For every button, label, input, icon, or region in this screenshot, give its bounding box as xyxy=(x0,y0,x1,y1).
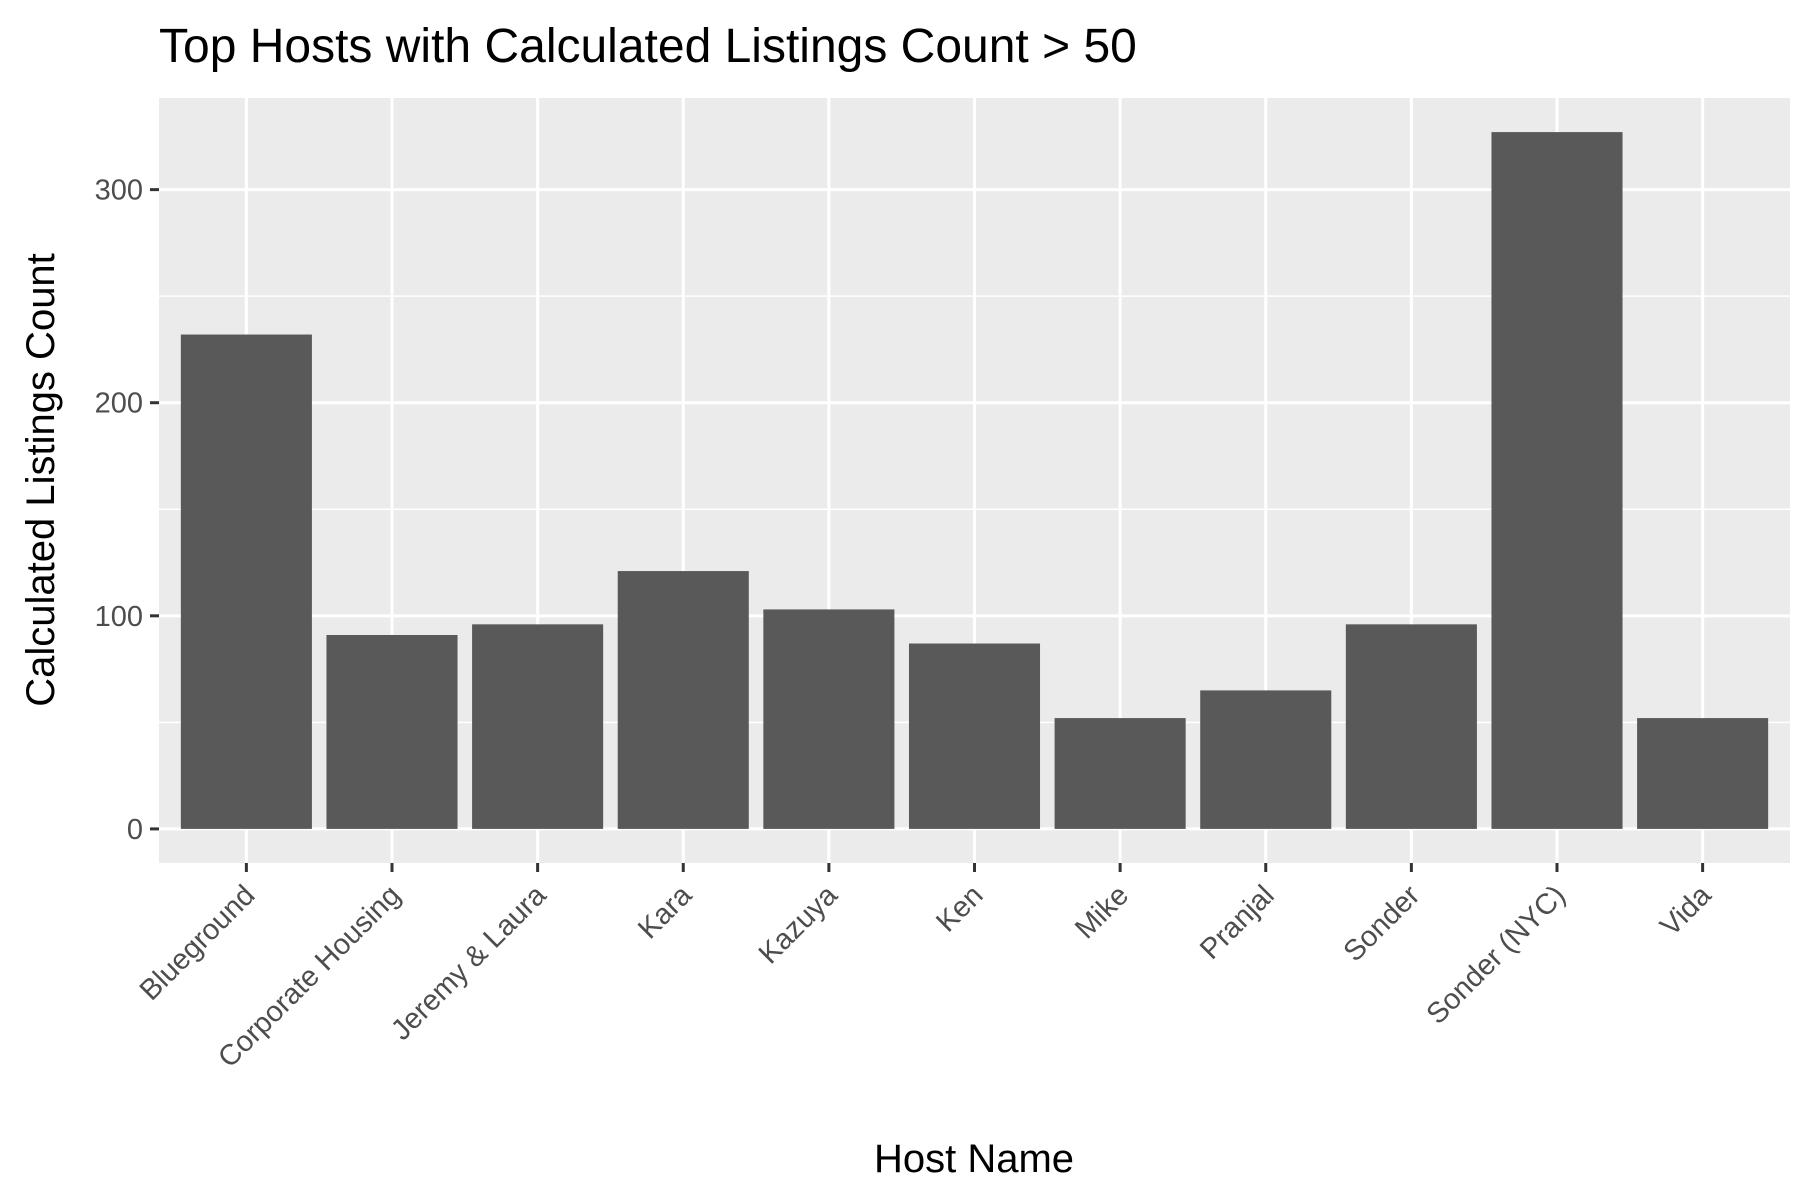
x-tick-label: Kazuya xyxy=(753,879,845,971)
bar xyxy=(1200,690,1332,829)
bar xyxy=(1345,624,1477,829)
bar xyxy=(617,571,749,829)
bars xyxy=(180,132,1769,829)
bar xyxy=(1491,132,1623,829)
y-axis: 0 100 200 300 xyxy=(95,175,159,846)
x-tick-label: Vida xyxy=(1654,879,1718,943)
bar xyxy=(1637,718,1769,829)
x-tick-label: Ken xyxy=(930,879,989,938)
chart-title: Top Hosts with Calculated Listings Count… xyxy=(159,20,1137,73)
y-tick-label: 200 xyxy=(95,388,143,420)
bar xyxy=(326,634,458,829)
x-tick-label: Kara xyxy=(632,879,699,946)
bar xyxy=(180,334,312,829)
x-tick-label: Blueground xyxy=(134,879,262,1007)
y-tick-label: 300 xyxy=(95,175,143,207)
x-tick-label: Sonder xyxy=(1338,879,1427,968)
x-tick-label: Mike xyxy=(1069,879,1135,945)
x-axis-title: Host Name xyxy=(874,1137,1074,1181)
x-tick-label: Jeremy & Laura xyxy=(385,879,553,1047)
x-tick-label: Sonder (NYC) xyxy=(1421,879,1572,1030)
bar xyxy=(763,609,895,829)
y-tick-label: 100 xyxy=(95,601,143,633)
bar xyxy=(908,643,1041,829)
bar xyxy=(1054,718,1186,829)
bar xyxy=(472,624,604,829)
x-tick-label: Pranjal xyxy=(1194,879,1280,965)
y-axis-title: Calculated Listings Count xyxy=(19,253,63,707)
y-tick-label: 0 xyxy=(127,814,143,846)
